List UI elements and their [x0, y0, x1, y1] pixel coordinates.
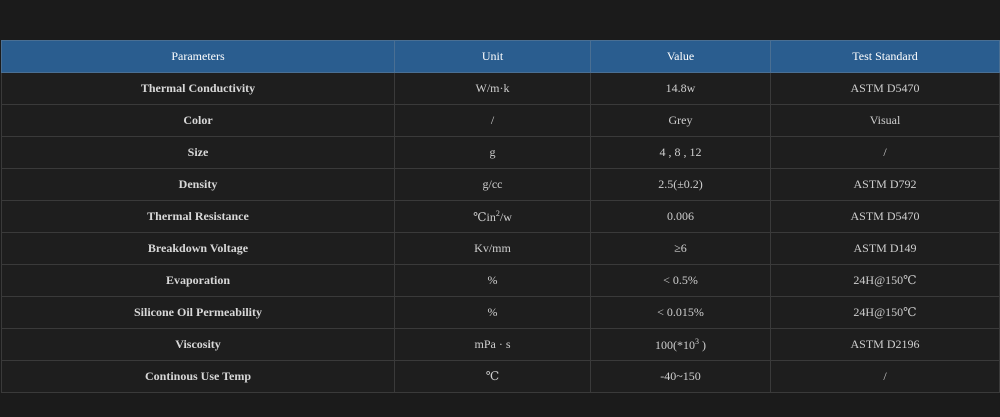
unit-cell: g	[394, 136, 591, 169]
standard-cell: Visual	[770, 104, 1000, 137]
parameter-cell: Density	[1, 168, 395, 201]
header-test-standard: Test Standard	[770, 40, 1000, 73]
value-cell: 100(*103 )	[590, 328, 771, 361]
value-text: 100(*10	[655, 337, 695, 352]
standard-cell: ASTM D149	[770, 232, 1000, 265]
table-row: Viscosity mPa · s 100(*103 ) ASTM D2196	[1, 328, 1000, 361]
table-row: Continous Use Temp ℃ -40~150 /	[1, 360, 1000, 393]
header-row: Parameters Unit Value Test Standard	[1, 40, 1000, 73]
unit-cell: ℃	[394, 360, 591, 393]
table-row: Thermal Resistance ℃in2/w 0.006 ASTM D54…	[1, 200, 1000, 233]
parameter-cell: Evaporation	[1, 264, 395, 297]
parameter-cell: Thermal Resistance	[1, 200, 395, 233]
specifications-table: Parameters Unit Value Test Standard Ther…	[1, 40, 1000, 393]
table-row: Breakdown Voltage Kv/mm ≥6 ASTM D149	[1, 232, 1000, 265]
unit-cell: mPa · s	[394, 328, 591, 361]
standard-cell: /	[770, 360, 1000, 393]
unit-cell: g/cc	[394, 168, 591, 201]
parameter-cell: Breakdown Voltage	[1, 232, 395, 265]
parameter-cell: Silicone Oil Permeability	[1, 296, 395, 329]
value-cell: Grey	[590, 104, 771, 137]
header-parameters: Parameters	[1, 40, 395, 73]
header-value: Value	[590, 40, 771, 73]
value-cell: 4 , 8 , 12	[590, 136, 771, 169]
parameter-cell: Color	[1, 104, 395, 137]
unit-text: ℃in	[473, 209, 496, 224]
standard-cell: /	[770, 136, 1000, 169]
standard-cell: 24H@150℃	[770, 296, 1000, 329]
standard-cell: ASTM D792	[770, 168, 1000, 201]
value-cell: 14.8w	[590, 72, 771, 105]
parameter-cell: Continous Use Temp	[1, 360, 395, 393]
parameter-cell: Thermal Conductivity	[1, 72, 395, 105]
table-row: Size g 4 , 8 , 12 /	[1, 136, 1000, 169]
value-cell: -40~150	[590, 360, 771, 393]
value-cell: 0.006	[590, 200, 771, 233]
standard-cell: ASTM D2196	[770, 328, 1000, 361]
table-row: Color / Grey Visual	[1, 104, 1000, 137]
unit-cell: /	[394, 104, 591, 137]
unit-cell: W/m·k	[394, 72, 591, 105]
table-row: Silicone Oil Permeability % < 0.015% 24H…	[1, 296, 1000, 329]
parameter-cell: Viscosity	[1, 328, 395, 361]
table-body: Thermal Conductivity W/m·k 14.8w ASTM D5…	[1, 72, 1000, 393]
value-cell: < 0.015%	[590, 296, 771, 329]
unit-cell: ℃in2/w	[394, 200, 591, 233]
value-text-suffix: )	[699, 337, 706, 352]
value-cell: < 0.5%	[590, 264, 771, 297]
unit-text-suffix: /w	[499, 209, 512, 224]
table-header: Parameters Unit Value Test Standard	[1, 40, 1000, 73]
unit-cell: %	[394, 264, 591, 297]
value-cell: ≥6	[590, 232, 771, 265]
header-unit: Unit	[394, 40, 591, 73]
unit-cell: %	[394, 296, 591, 329]
unit-superscript: 2	[495, 208, 500, 218]
table-row: Evaporation % < 0.5% 24H@150℃	[1, 264, 1000, 297]
parameter-cell: Size	[1, 136, 395, 169]
standard-cell: 24H@150℃	[770, 264, 1000, 297]
standard-cell: ASTM D5470	[770, 72, 1000, 105]
standard-cell: ASTM D5470	[770, 200, 1000, 233]
table-row: Thermal Conductivity W/m·k 14.8w ASTM D5…	[1, 72, 1000, 105]
value-superscript: 3	[695, 336, 699, 346]
value-cell: 2.5(±0.2)	[590, 168, 771, 201]
table-row: Density g/cc 2.5(±0.2) ASTM D792	[1, 168, 1000, 201]
unit-cell: Kv/mm	[394, 232, 591, 265]
